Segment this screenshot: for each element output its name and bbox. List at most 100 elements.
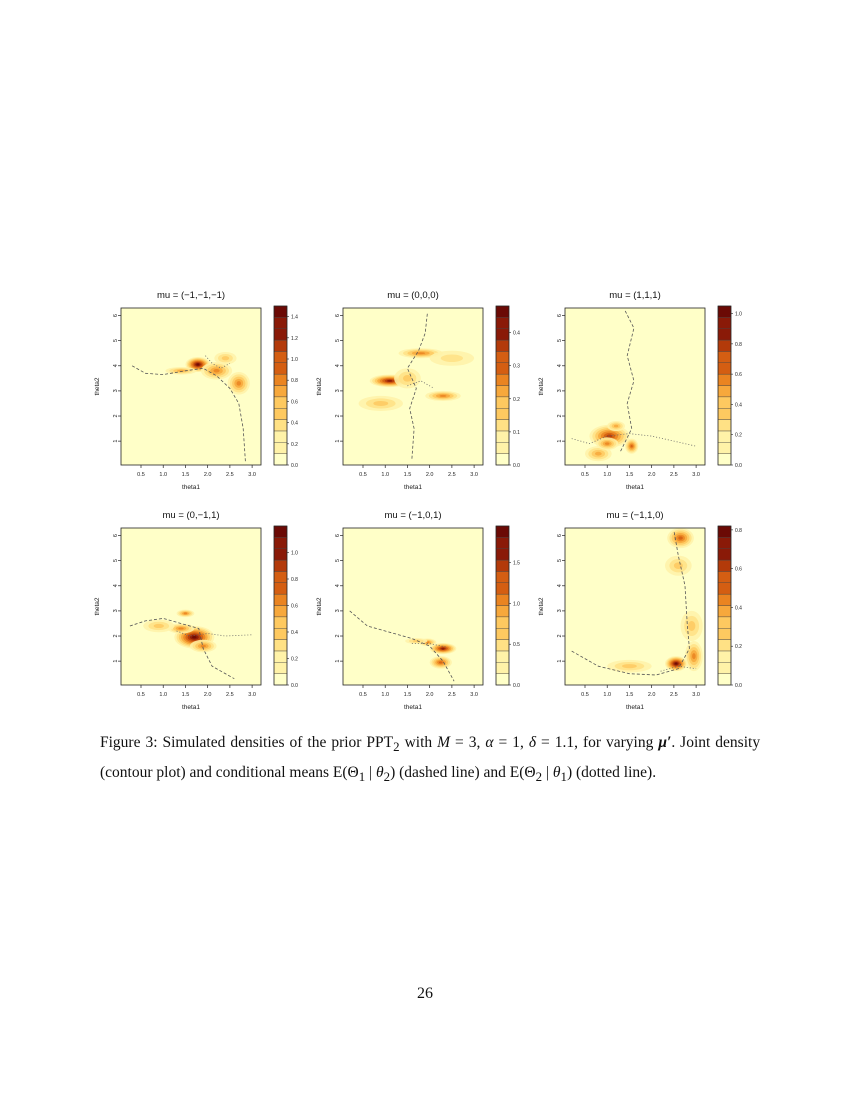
plot-frame	[120, 527, 262, 686]
y-tick-label: 3	[113, 609, 119, 612]
colorbar-segment	[495, 582, 510, 595]
colorbar-segment	[495, 419, 510, 432]
y-tick-label: 4	[557, 584, 563, 587]
panel-title: mu = (−1,1,0)	[606, 510, 663, 521]
x-tick-label: 1.0	[603, 692, 611, 698]
colorbar-frame	[273, 305, 288, 466]
colorbar-segment	[273, 582, 288, 595]
colorbar-segment	[495, 662, 510, 674]
x-tick-label: 1.5	[404, 472, 412, 478]
x-tick-label: 2.5	[670, 472, 678, 478]
density-layer	[358, 312, 475, 459]
colorbar-segment	[273, 639, 288, 652]
colorbar-segment	[273, 305, 288, 318]
colorbar-segment	[495, 548, 510, 561]
density-contour	[439, 394, 447, 397]
colorbar-segment	[273, 453, 288, 466]
density-contour	[630, 444, 633, 448]
density-contour	[441, 647, 445, 650]
colorbar-segment	[717, 408, 732, 420]
colorbar-segment	[273, 385, 288, 398]
colorbar-segment	[495, 673, 510, 686]
colorbar-segment	[495, 305, 510, 318]
colorbar-tick-label: 0.0	[735, 463, 742, 469]
y-tick-label: 4	[113, 584, 119, 587]
density-contour	[440, 354, 463, 363]
panel-svg: mu = (−1,−1,−1) 0.5 1.0 1.5 2.0 2.5 3.0 1 2 3 4 5 6 t…	[94, 290, 298, 491]
plot-frame	[342, 527, 484, 686]
density-contour	[183, 612, 188, 615]
colorbar-segment	[717, 362, 732, 375]
caption-label: Figure 3:	[100, 734, 158, 751]
conditional-mean-dashed-line	[620, 310, 635, 452]
conditional-mean-dotted-line	[176, 630, 253, 637]
colorbar-tick-label: 0.0	[513, 463, 520, 469]
colorbar-tick-label: 0.6	[735, 567, 742, 573]
x-tick-label: 2.0	[648, 692, 656, 698]
plot-frame	[342, 307, 484, 466]
y-tick-label: 3	[557, 389, 563, 392]
colorbar-segment	[717, 453, 732, 466]
density-contour	[595, 451, 602, 456]
colorbar-tick-label: 1.4	[291, 315, 298, 321]
conditional-mean-dashed-line	[571, 530, 690, 676]
y-tick-label: 3	[557, 609, 563, 612]
density-contour	[177, 369, 185, 372]
colorbar-tick-label: 0.6	[291, 399, 298, 405]
page-number: 26	[417, 985, 433, 1002]
plot-frame	[120, 307, 262, 466]
y-tick-label: 6	[335, 534, 341, 537]
colorbar-segment	[717, 351, 732, 363]
y-tick-label: 3	[335, 389, 341, 392]
x-tick-label: 1.0	[159, 692, 167, 698]
x-axis-label: theta1	[404, 704, 422, 711]
y-axis-label: theta2	[538, 377, 545, 395]
colorbar-segment	[273, 419, 288, 432]
colorbar-segment	[273, 525, 288, 538]
density-contour	[213, 369, 220, 373]
colorbar-segment	[495, 385, 510, 398]
colorbar-segment	[495, 525, 510, 538]
conditional-mean-dotted-line	[660, 665, 697, 672]
density-contour	[692, 653, 696, 660]
colorbar-tick-label: 0.2	[291, 442, 298, 448]
density-layer	[571, 310, 697, 462]
density-contour	[373, 400, 389, 406]
colorbar-tick-label: 1.0	[291, 357, 298, 363]
colorbar-segment	[717, 605, 732, 618]
x-tick-label: 1.0	[381, 692, 389, 698]
density-contour	[613, 424, 619, 428]
colorbar-segment	[495, 559, 510, 572]
colorbar-segment	[717, 537, 732, 549]
density-contour	[622, 664, 637, 669]
colorbar-segment	[495, 453, 510, 466]
conditional-mean-dashed-line	[406, 312, 428, 459]
panel-svg: mu = (0,−1,1) 0.5 1.0 1.5 2.0 2.5 3.0 1 2 3 4 5 6 the…	[94, 510, 298, 711]
y-tick-label: 3	[335, 609, 341, 612]
y-tick-label: 1	[557, 660, 563, 663]
y-tick-label: 6	[113, 534, 119, 537]
x-tick-label: 0.5	[359, 692, 367, 698]
colorbar-tick-label: 0.4	[735, 605, 742, 611]
colorbar-segment	[717, 525, 732, 538]
panel-svg: mu = (−1,1,0) 0.5 1.0 1.5 2.0 2.5 3.0 1 2 3 4 5 6 the…	[538, 510, 742, 711]
colorbar-segment	[495, 430, 510, 443]
x-axis-label: theta1	[626, 704, 644, 711]
colorbar-segment	[273, 548, 288, 561]
y-tick-label: 1	[557, 440, 563, 443]
x-tick-label: 2.5	[226, 692, 234, 698]
colorbar-segment	[495, 408, 510, 420]
y-tick-label: 5	[557, 559, 563, 562]
x-axis-label: theta1	[182, 704, 200, 711]
panel-title: mu = (0,0,0)	[387, 290, 438, 301]
x-axis-label: theta1	[404, 484, 422, 491]
colorbar-segment	[495, 339, 510, 352]
colorbar-frame	[717, 305, 732, 466]
colorbar-tick-label: 0.8	[291, 378, 298, 384]
panel-svg: mu = (1,1,1) 0.5 1.0 1.5 2.0 2.5 3.0 1 2 3 4 5 6 thet…	[538, 290, 742, 491]
panel-mu-neg1-neg1-neg1: mu = (−1,−1,−1) 0.5 1.0 1.5 2.0 2.5 3.0 1 2 3 4 5 6 t…	[80, 280, 300, 495]
density-contour	[221, 356, 230, 361]
density-contour	[236, 381, 241, 386]
colorbar-segment	[495, 639, 510, 652]
panel-mu-1-1-1: mu = (1,1,1) 0.5 1.0 1.5 2.0 2.5 3.0 1 2 3 4 5 6 thet…	[524, 280, 744, 495]
